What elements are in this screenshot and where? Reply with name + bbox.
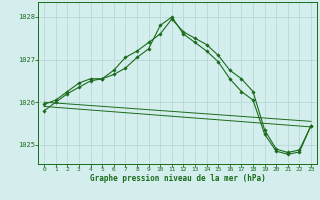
X-axis label: Graphe pression niveau de la mer (hPa): Graphe pression niveau de la mer (hPa) xyxy=(90,174,266,183)
